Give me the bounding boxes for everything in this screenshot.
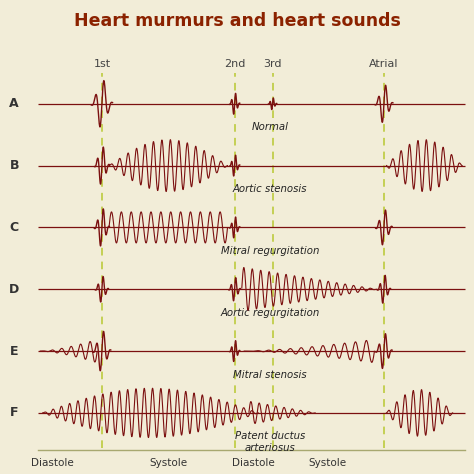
Text: 1st: 1st <box>93 59 110 69</box>
Text: D: D <box>9 283 19 296</box>
Text: Mitral stenosis: Mitral stenosis <box>233 370 307 380</box>
Text: Atrial: Atrial <box>369 59 399 69</box>
Text: 2nd: 2nd <box>224 59 246 69</box>
Text: Heart murmurs and heart sounds: Heart murmurs and heart sounds <box>73 12 401 30</box>
Text: Normal: Normal <box>252 122 289 132</box>
Text: Diastole: Diastole <box>31 457 73 467</box>
Text: B: B <box>9 159 19 172</box>
Text: F: F <box>10 406 18 419</box>
Text: Mitral regurgitation: Mitral regurgitation <box>221 246 319 256</box>
Text: Patent ductus
arteriosus: Patent ductus arteriosus <box>235 431 305 453</box>
Text: Aortic stenosis: Aortic stenosis <box>233 184 308 194</box>
Text: E: E <box>10 345 18 357</box>
Text: Aortic regurgitation: Aortic regurgitation <box>220 308 320 318</box>
Text: Diastole: Diastole <box>232 457 275 467</box>
Text: Systole: Systole <box>149 457 187 467</box>
Text: 3rd: 3rd <box>263 59 282 69</box>
Text: Systole: Systole <box>308 457 346 467</box>
Text: A: A <box>9 97 19 110</box>
Text: C: C <box>9 221 19 234</box>
